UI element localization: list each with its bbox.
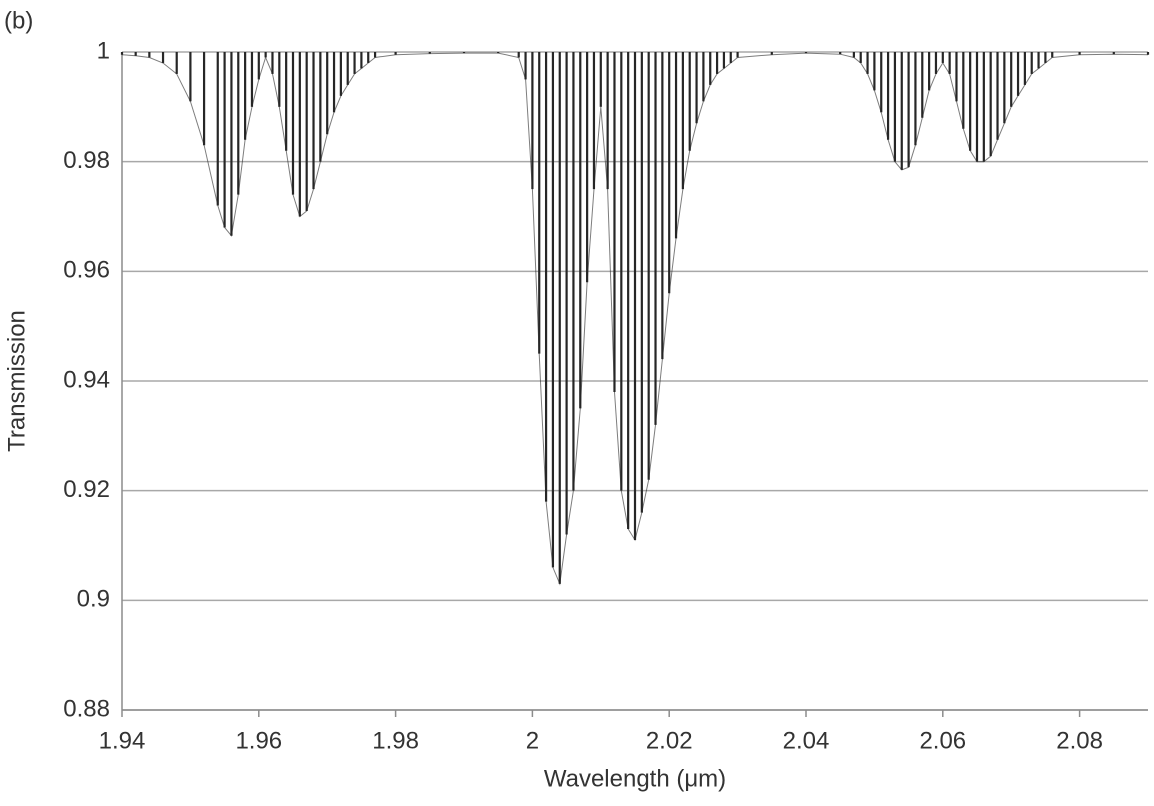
panel-label: (b) [4,7,33,34]
y-tick-label: 0.94 [63,366,110,393]
y-tick-label: 0.92 [63,476,110,503]
x-tick-label: 1.94 [99,727,146,754]
y-tick-label: 0.9 [77,586,110,613]
x-tick-label: 2.08 [1056,727,1103,754]
y-tick-label: 0.96 [63,257,110,284]
x-tick-label: 2 [526,727,539,754]
x-axis-label: Wavelength (μm) [544,765,726,792]
x-tick-label: 1.96 [235,727,282,754]
dip-envelope [121,52,1149,586]
y-axis-label: Transmission [3,310,30,452]
x-tick-label: 1.98 [372,727,419,754]
x-tick-label: 2.06 [919,727,966,754]
x-tick-label: 2.02 [646,727,693,754]
y-tick-label: 1 [97,37,110,64]
y-tick-label: 0.98 [63,147,110,174]
y-tick-label: 0.88 [63,695,110,722]
x-tick-label: 2.04 [783,727,830,754]
